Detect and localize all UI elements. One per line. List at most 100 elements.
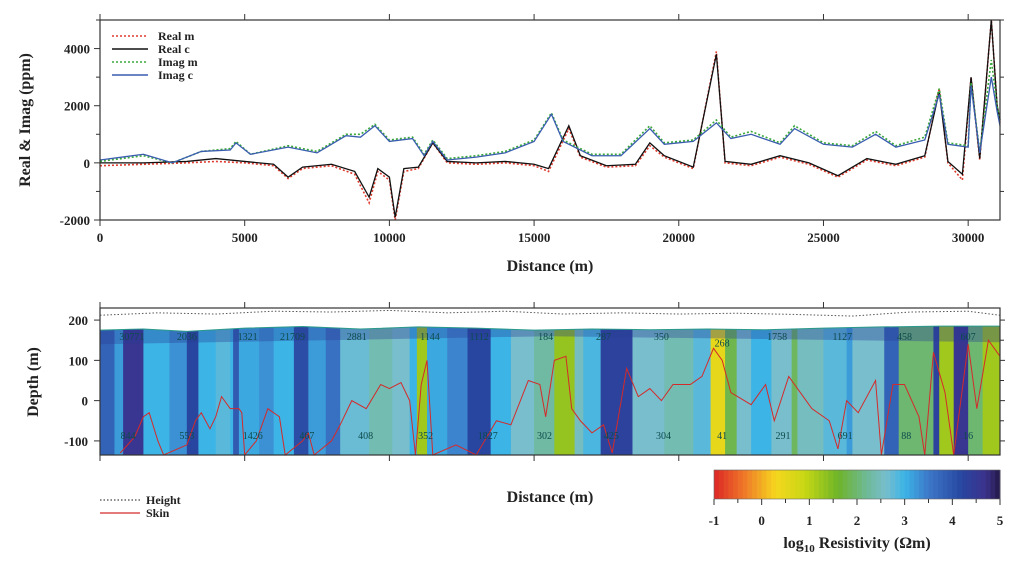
x-tick-label: 10000 <box>373 230 406 245</box>
colorbar-segment <box>847 470 853 499</box>
y-tick-label: 4000 <box>64 42 90 57</box>
colorbar-tick-label: 2 <box>854 513 861 528</box>
colorbar-segment <box>761 470 767 499</box>
resistivity-column <box>791 326 798 455</box>
colorbar-segment <box>942 470 949 499</box>
colorbar-segment <box>718 470 725 499</box>
colorbar-segment <box>880 470 887 499</box>
lower-annotation: 41 <box>717 431 727 442</box>
skin-line <box>119 338 1001 457</box>
lower-annotation: 844 <box>121 431 136 442</box>
colorbar-segment <box>733 470 739 499</box>
legend-label: Real m <box>158 29 194 43</box>
colorbar-segment <box>857 470 863 499</box>
y-tick-label: -100 <box>64 434 88 449</box>
colorbar-segment <box>752 470 758 499</box>
upper-annotation: 268 <box>715 338 730 349</box>
resistivity-column <box>583 326 602 455</box>
bottom-panel: 30771 2036 1321 21709 2881 1144 1112 184 287 3502… <box>25 302 1005 555</box>
colorbar-segment <box>966 470 972 499</box>
legend-label: Real c <box>158 42 190 56</box>
colorbar-segment <box>904 470 910 499</box>
resistivity-column <box>308 326 327 455</box>
colorbar-segment <box>961 470 968 499</box>
upper-annotation: 1144 <box>420 332 440 343</box>
resistivity-annotations: 30771 2036 1321 21709 2881 1144 1112 184 287 350 2… <box>119 332 975 442</box>
resistivity-column <box>169 326 188 455</box>
resistivity-column <box>230 326 234 455</box>
resistivity-column <box>369 326 393 455</box>
resistivity-column <box>982 326 1000 455</box>
colorbar: -1 0 1 2 3 4 5 <box>709 469 1004 528</box>
series-line-imag-c <box>99 77 1001 164</box>
lower-annotation: 302 <box>537 431 552 442</box>
top-ticks: 0 5000 10000 15000 20000 25000 30000 -2000 0 2000… <box>60 14 1004 245</box>
resistivity-column <box>293 326 309 455</box>
lower-annotation: 1426 <box>243 431 263 442</box>
colorbar-segment <box>895 470 901 499</box>
upper-annotation: 350 <box>654 332 669 343</box>
bottom-plot-frame <box>99 307 1001 456</box>
colorbar-tick-label: 4 <box>949 513 956 528</box>
resistivity-column <box>846 326 853 455</box>
colorbar-segment <box>795 470 801 499</box>
colorbar-segment <box>914 470 920 499</box>
colorbar-segment <box>756 470 763 499</box>
y-tick-label: 200 <box>69 313 89 328</box>
colorbar-tick-label: 5 <box>997 513 1004 528</box>
height-line <box>99 309 1001 317</box>
resistivity-column <box>467 326 492 455</box>
resistivity-column <box>898 326 934 455</box>
colorbar-segment <box>828 470 834 499</box>
colorbar-segment <box>728 470 734 499</box>
colorbar-segment <box>742 470 748 499</box>
upper-annotation: 1112 <box>469 332 488 343</box>
colorbar-segment <box>804 470 810 499</box>
resistivity-column <box>797 326 824 455</box>
colorbar-label-log: log <box>783 535 803 552</box>
colorbar-segment <box>957 470 963 499</box>
colorbar-segment <box>980 470 987 499</box>
resistivity-column <box>340 326 370 455</box>
colorbar-segment <box>995 470 1001 499</box>
resistivity-column <box>273 326 295 455</box>
upper-annotation: 1127 <box>832 332 852 343</box>
colorbar-segment <box>780 470 786 499</box>
resistivity-column <box>186 326 199 455</box>
y-tick-label: -2000 <box>60 213 90 228</box>
colorbar-segment <box>899 470 906 499</box>
resistivity-column <box>392 326 411 455</box>
colorbar-segment <box>799 470 806 499</box>
lower-annotation: 291 <box>775 431 790 442</box>
colorbar-segment <box>952 470 958 499</box>
x-tick-label: 15000 <box>518 230 551 245</box>
legend-label: Imag m <box>158 55 198 69</box>
resistivity-column <box>123 326 144 455</box>
resistivity-column <box>725 326 738 455</box>
resistivity-column <box>143 326 170 455</box>
colorbar-segment <box>933 470 939 499</box>
resistivity-column <box>574 326 584 455</box>
series-line-real-c <box>100 19 1001 218</box>
lower-annotation: 16 <box>963 431 973 442</box>
resistivity-column <box>933 326 940 455</box>
colorbar-segment <box>809 470 815 499</box>
resistivity-column <box>968 326 984 455</box>
colorbar-segment <box>909 470 915 499</box>
upper-annotation: 21709 <box>280 332 305 343</box>
colorbar-segment <box>852 470 858 499</box>
legend-label: Height <box>146 493 181 507</box>
resistivity-column <box>409 326 418 455</box>
series-line-imag-m <box>99 59 1001 164</box>
x-tick-label: 30000 <box>952 230 985 245</box>
resistivity-column <box>693 326 712 455</box>
series-line-real-m <box>99 19 1001 221</box>
lower-annotation: 691 <box>838 431 853 442</box>
legend-label: Imag c <box>158 68 194 82</box>
resistivity-column <box>325 326 341 455</box>
colorbar-segment <box>947 470 953 499</box>
top-series-group <box>99 19 1001 221</box>
colorbar-segment <box>976 470 982 499</box>
